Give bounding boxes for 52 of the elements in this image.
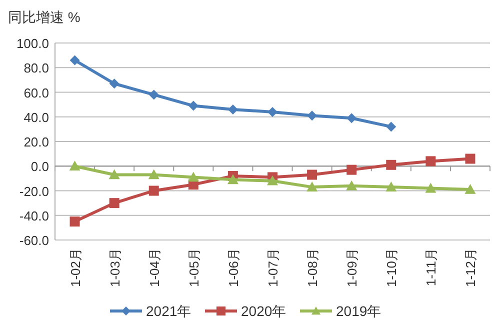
point <box>148 90 159 100</box>
y-tick-label: 0.0 <box>30 159 49 174</box>
y-tick-label: 80.0 <box>24 60 49 76</box>
point <box>227 174 238 184</box>
y-tick-label: 20.0 <box>24 134 49 150</box>
point <box>386 160 396 170</box>
point <box>307 170 318 180</box>
x-tick-label: 1-05月 <box>186 248 202 288</box>
legend-label: 2019年 <box>336 303 382 319</box>
x-tick-label: 1-10月 <box>384 248 400 288</box>
point <box>386 182 397 192</box>
x-tick-label: 1-04月 <box>146 248 162 288</box>
legend-label: 2020年 <box>241 303 286 319</box>
point <box>306 182 318 192</box>
y-tick-label: -20.0 <box>19 184 49 199</box>
point <box>386 122 396 132</box>
point <box>425 182 436 193</box>
y-tick-label: 60.0 <box>24 85 49 100</box>
x-tick-label: 1-03月 <box>107 248 122 288</box>
point <box>465 154 476 164</box>
point <box>70 55 80 66</box>
point <box>148 186 159 196</box>
point <box>188 100 198 111</box>
legend-label: 2021年 <box>146 303 192 319</box>
point <box>464 184 476 194</box>
x-tick-label: 1-11月 <box>424 248 439 286</box>
point <box>69 160 80 171</box>
point <box>109 78 120 89</box>
point <box>228 104 238 114</box>
point <box>188 172 199 182</box>
x-tick-label: 1-07月 <box>266 248 280 288</box>
y-tick-label: -60.0 <box>19 233 49 248</box>
point <box>70 216 80 227</box>
point <box>268 106 278 117</box>
point <box>307 110 318 121</box>
point <box>148 169 160 180</box>
point <box>109 198 120 208</box>
x-tick-label: 1-08月 <box>305 248 320 288</box>
point <box>108 169 120 180</box>
point <box>346 180 358 190</box>
x-tick-label: 1-09月 <box>344 248 360 288</box>
x-tick-label: 1-02月 <box>68 248 83 288</box>
x-tick-label: 1-12月 <box>463 248 478 288</box>
x-tick-label: 1-06月 <box>226 248 241 288</box>
point <box>426 156 436 166</box>
ylabel: 同比增速 % <box>8 9 80 25</box>
point <box>346 164 357 175</box>
y-tick-label: 100.0 <box>16 36 49 51</box>
y-tick-label: 40.0 <box>24 110 49 125</box>
y-tick-label: -40.0 <box>19 208 49 224</box>
point <box>267 175 278 186</box>
point <box>346 113 357 124</box>
